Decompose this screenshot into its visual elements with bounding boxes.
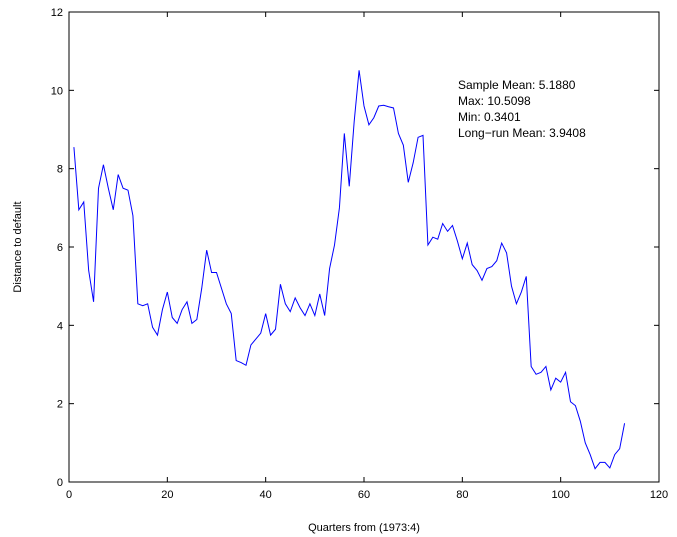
- y-axis-label: Distance to default: [12, 201, 24, 292]
- x-tick-label: 100: [551, 489, 569, 501]
- y-tick-label: 12: [51, 7, 63, 19]
- plot-area: [68, 11, 660, 483]
- y-tick-label: 10: [51, 85, 63, 97]
- series-line: [73, 70, 626, 470]
- stat-annotation: Max: 10.5098: [458, 94, 531, 108]
- y-tick-label: 2: [57, 399, 63, 411]
- stat-annotation: Long−run Mean: 3.9408: [458, 126, 586, 140]
- x-axis-label: Quarters from (1973:4): [308, 522, 420, 534]
- y-tick-label: 6: [57, 242, 63, 254]
- x-tick-label: 120: [650, 489, 668, 501]
- y-tick-label: 0: [57, 477, 63, 489]
- x-tick-label: 20: [161, 489, 173, 501]
- x-tick-label: 80: [456, 489, 468, 501]
- stat-annotation: Min: 0.3401: [458, 110, 521, 124]
- y-tick-label: 4: [57, 320, 63, 332]
- axis-ticks: 0 20 40 60 80 100 120 0 2 4 6 8 10 12: [51, 7, 668, 501]
- y-tick-label: 8: [57, 164, 63, 176]
- stats-annotations: Sample Mean: 5.1880 Max: 10.5098 Min: 0.34…: [458, 78, 586, 140]
- x-tick-label: 60: [358, 489, 370, 501]
- stat-annotation: Sample Mean: 5.1880: [458, 78, 576, 92]
- x-tick-label: 40: [260, 489, 272, 501]
- x-tick-label: 0: [66, 489, 72, 501]
